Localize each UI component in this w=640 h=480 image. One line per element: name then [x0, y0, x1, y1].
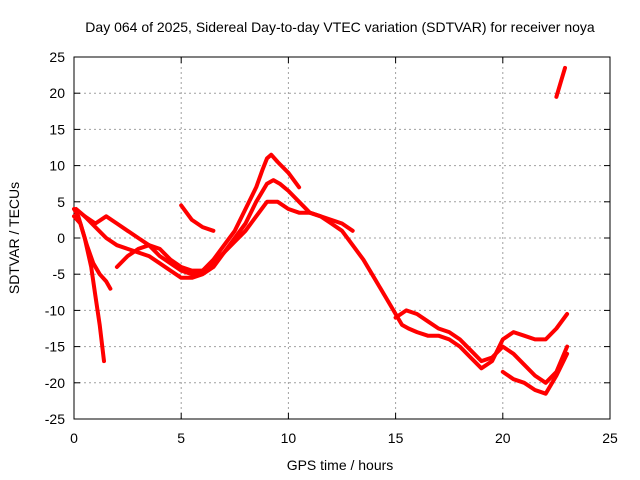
chart-title: Day 064 of 2025, Sidereal Day-to-day VTE… — [85, 19, 595, 35]
series-arc-6 — [179, 203, 216, 233]
y-tick-label: 25 — [49, 49, 65, 65]
y-tick-label: 20 — [49, 85, 65, 101]
x-tick-label: 15 — [388, 430, 404, 446]
tick-labels: 0 5 10 15 20 25 -25 -20 -15 -10 -5 0 5 10 15 20 25 — [45, 49, 618, 446]
series-arc-8 — [500, 351, 570, 396]
axis-ticks — [73, 56, 611, 420]
y-tick-label: 0 — [57, 230, 65, 246]
y-tick-label: 5 — [57, 194, 65, 210]
y-axis-label: SDTVAR / TECUs — [6, 182, 22, 294]
y-tick-label: 10 — [49, 158, 65, 174]
series-arc-5 — [114, 199, 355, 273]
y-tick-label: -25 — [45, 411, 65, 427]
x-tick-label: 0 — [70, 430, 78, 446]
x-tick-label: 10 — [281, 430, 297, 446]
data-series — [72, 65, 570, 396]
x-tick-label: 25 — [602, 430, 618, 446]
x-axis-label: GPS time / hours — [287, 457, 394, 473]
series-arc-1 — [72, 207, 106, 364]
y-tick-label: -10 — [45, 302, 65, 318]
y-tick-label: 15 — [49, 121, 65, 137]
y-tick-label: -15 — [45, 339, 65, 355]
grid-lines — [74, 57, 610, 419]
series-arc-7 — [393, 308, 570, 385]
series-arc-9 — [554, 65, 567, 99]
y-tick-label: -5 — [53, 266, 66, 282]
x-tick-label: 20 — [495, 430, 511, 446]
series-arc-2 — [72, 214, 113, 291]
x-tick-label: 5 — [177, 430, 185, 446]
series-arc-4 — [82, 152, 302, 277]
y-tick-label: -20 — [45, 375, 65, 391]
